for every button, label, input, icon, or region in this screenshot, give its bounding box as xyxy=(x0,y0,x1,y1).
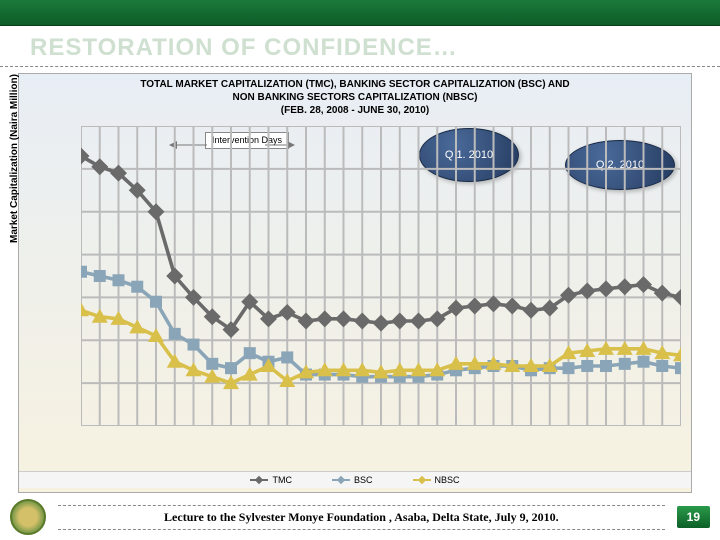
line-chart: -2.004.006.008.0010.0012.0014.00Feb-08Ap… xyxy=(81,126,681,426)
legend: TMC BSC NBSC xyxy=(19,471,691,488)
footer-text: Lecture to the Sylvester Monye Foundatio… xyxy=(58,505,665,530)
chart-title-line3: (FEB. 28, 2008 - JUNE 30, 2010) xyxy=(19,104,691,117)
legend-swatch xyxy=(413,479,431,481)
chart-title-line2: NON BANKING SECTORS CAPITALIZATION (NBSC… xyxy=(19,91,691,104)
legend-label: NBSC xyxy=(435,475,460,485)
y-axis-label: Market Capitalization (Naira Million) xyxy=(9,74,20,243)
legend-item-bsc: BSC xyxy=(332,475,373,485)
footer: Lecture to the Sylvester Monye Foundatio… xyxy=(0,494,720,540)
legend-label: TMC xyxy=(272,475,292,485)
page-number: 19 xyxy=(677,506,710,528)
legend-swatch xyxy=(332,479,350,481)
legend-item-tmc: TMC xyxy=(250,475,292,485)
top-green-bar xyxy=(0,0,720,26)
logo-icon xyxy=(10,499,46,535)
legend-label: BSC xyxy=(354,475,373,485)
title-row: RESTORATION OF CONFIDENCE… xyxy=(0,26,720,67)
legend-item-nbsc: NBSC xyxy=(413,475,460,485)
chart-title-line1: TOTAL MARKET CAPITALIZATION (TMC), BANKI… xyxy=(19,78,691,91)
chart-container: TOTAL MARKET CAPITALIZATION (TMC), BANKI… xyxy=(18,73,692,493)
legend-swatch xyxy=(250,479,268,481)
chart-title: TOTAL MARKET CAPITALIZATION (TMC), BANKI… xyxy=(19,74,691,119)
page-title: RESTORATION OF CONFIDENCE… xyxy=(30,34,690,62)
